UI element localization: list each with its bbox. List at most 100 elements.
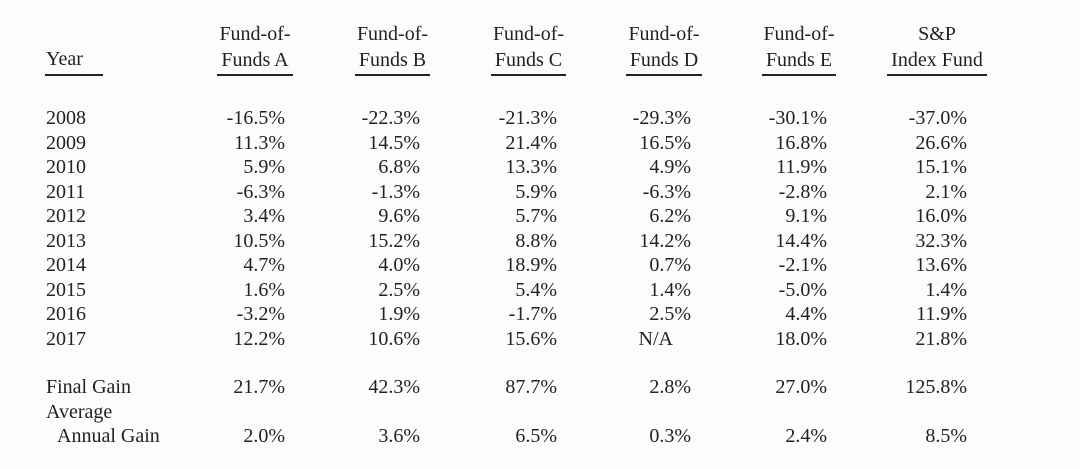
value-cell: 5.9%: [243, 156, 285, 178]
value-cell: 21.7%: [233, 376, 285, 398]
average-label: Average: [46, 400, 113, 423]
value-cell: 3.4%: [243, 205, 285, 227]
value-cell: 2.5%: [378, 278, 420, 301]
value-cell: 15.1%: [915, 156, 967, 178]
value-cell: -6.3%: [642, 180, 691, 203]
value-cell: 14.5%: [368, 131, 420, 154]
year-cell: 2009: [46, 131, 86, 154]
value-cell: -5.0%: [778, 278, 827, 301]
table-row-2011: 2011 -6.3% -1.3% 5.9% -6.3% -2.8% 2.1%: [0, 180, 1007, 205]
value-cell: 15.2%: [368, 229, 420, 252]
table-row-2009: 2009 11.3% 14.5% 21.4% 16.5% 16.8% 26.6%: [0, 131, 1007, 156]
table-row-2017: 2017 12.2% 10.6% 15.6% N/A 18.0% 21.8%: [0, 327, 1007, 352]
header-line2: Funds B: [354, 47, 431, 76]
header-line2: Funds C: [490, 47, 567, 76]
value-cell: 32.3%: [915, 229, 967, 252]
value-cell: -2.8%: [778, 180, 827, 203]
value-cell: 12.2%: [233, 327, 285, 350]
value-cell: 16.5%: [639, 131, 691, 154]
spacer-row: [0, 76, 1007, 106]
header-line1: Fund-of-: [492, 23, 565, 45]
value-cell: 0.7%: [649, 254, 691, 276]
header-line2: Funds A: [217, 47, 293, 76]
value-cell: 4.0%: [378, 254, 420, 276]
value-cell: 6.8%: [378, 156, 420, 178]
value-cell: 1.6%: [243, 278, 285, 301]
value-cell: -6.3%: [236, 180, 285, 203]
value-cell: -2.1%: [778, 254, 827, 276]
column-header-fund-b: Fund-of- Funds B: [325, 14, 460, 76]
header-line1: Fund-of-: [763, 23, 835, 45]
value-cell: 5.4%: [515, 278, 557, 301]
column-header-fund-e: Fund-of- Funds E: [731, 14, 867, 76]
value-cell: 2.5%: [649, 303, 691, 325]
spacer-row: [0, 351, 1007, 375]
value-cell: 8.8%: [515, 229, 557, 252]
value-cell: 4.9%: [649, 156, 691, 178]
value-cell: 1.4%: [925, 278, 967, 301]
header-line1: Fund-of-: [628, 23, 700, 45]
value-cell: 18.0%: [775, 327, 827, 350]
final-gain-row: Final Gain 21.7% 42.3% 87.7% 2.8% 27.0% …: [0, 375, 1007, 400]
average-label-row: Average: [0, 400, 1007, 425]
value-cell: -21.3%: [498, 107, 557, 129]
table-row-2008: 2008 -16.5% -22.3% -21.3% -29.3% -30.1% …: [0, 106, 1007, 131]
year-cell: 2010: [46, 156, 86, 178]
value-cell: 10.6%: [368, 327, 420, 350]
value-cell: -30.1%: [768, 107, 827, 129]
column-header-year: Year: [0, 14, 185, 76]
value-cell: 11.9%: [916, 303, 967, 325]
column-header-fund-d: Fund-of- Funds D: [597, 14, 731, 76]
value-cell: 14.2%: [639, 229, 691, 252]
header-line1: S&P: [918, 23, 956, 45]
header-line2: Funds E: [761, 47, 837, 76]
value-cell: 13.6%: [915, 254, 967, 276]
annual-gain-label: Annual Gain: [57, 425, 160, 447]
value-cell: -29.3%: [632, 107, 691, 129]
value-cell: 11.9%: [776, 156, 827, 178]
value-cell: 6.2%: [649, 205, 691, 227]
value-cell: 9.6%: [378, 205, 420, 227]
value-cell-na: N/A: [638, 327, 673, 350]
value-cell: 2.8%: [649, 376, 691, 398]
value-cell: 26.6%: [915, 131, 967, 154]
value-cell: 1.9%: [378, 303, 420, 325]
header-line1: Fund-of-: [356, 23, 429, 45]
value-cell: -1.7%: [508, 303, 557, 325]
value-cell: 14.4%: [775, 229, 827, 252]
year-cell: 2013: [46, 229, 86, 252]
value-cell: 16.8%: [775, 131, 827, 154]
header-line2: Index Fund: [887, 47, 987, 76]
value-cell: 27.0%: [775, 376, 827, 398]
value-cell: 11.3%: [234, 131, 285, 154]
column-header-sp-index: S&P Index Fund: [867, 14, 1007, 76]
annual-gain-row: Annual Gain 2.0% 3.6% 6.5% 0.3% 2.4% 8.5…: [0, 424, 1007, 449]
header-line1: Fund-of-: [219, 23, 291, 45]
value-cell: -37.0%: [908, 107, 967, 129]
value-cell: 9.1%: [785, 205, 827, 227]
final-gain-label: Final Gain: [46, 376, 131, 398]
column-header-fund-a: Fund-of- Funds A: [185, 14, 325, 76]
table-row-2014: 2014 4.7% 4.0% 18.9% 0.7% -2.1% 13.6%: [0, 253, 1007, 278]
value-cell: 8.5%: [925, 425, 967, 447]
value-cell: -1.3%: [371, 180, 420, 203]
value-cell: 4.4%: [785, 303, 827, 325]
year-cell: 2016: [46, 303, 86, 325]
year-cell: 2008: [46, 107, 86, 129]
value-cell: 2.0%: [243, 425, 285, 447]
header-line2: Funds D: [625, 47, 703, 76]
value-cell: 15.6%: [505, 327, 557, 350]
value-cell: 0.3%: [649, 425, 691, 447]
table-row-2016: 2016 -3.2% 1.9% -1.7% 2.5% 4.4% 11.9%: [0, 302, 1007, 327]
value-cell: -16.5%: [226, 107, 285, 129]
value-cell: -22.3%: [361, 107, 420, 129]
header-row: Year Fund-of- Funds A Fund-of- Funds B Fun…: [0, 14, 1007, 76]
value-cell: 2.1%: [925, 180, 967, 203]
value-cell: -3.2%: [236, 303, 285, 325]
value-cell: 87.7%: [505, 376, 557, 398]
value-cell: 21.4%: [505, 131, 557, 154]
value-cell: 1.4%: [649, 278, 691, 301]
value-cell: 42.3%: [368, 376, 420, 398]
year-header-label: Year: [45, 46, 103, 76]
column-header-fund-c: Fund-of- Funds C: [460, 14, 597, 76]
